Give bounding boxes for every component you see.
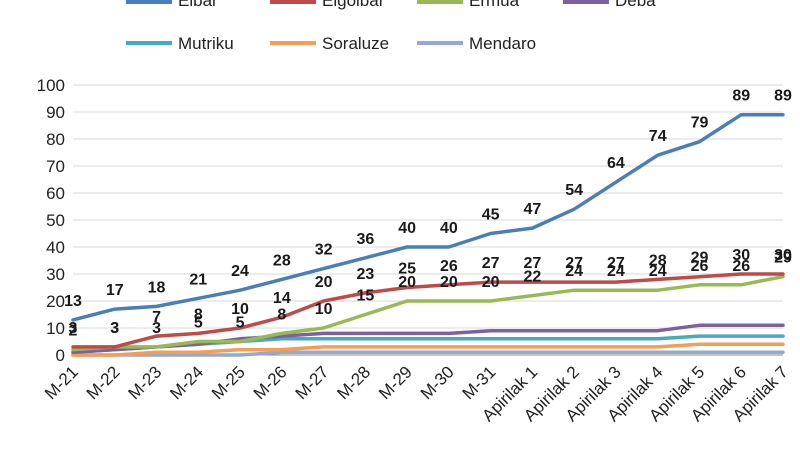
y-tick-label: 10 — [46, 319, 65, 338]
data-label: 20 — [398, 274, 416, 291]
data-label: 20 — [315, 274, 333, 291]
x-tick-label: M-26 — [250, 362, 291, 403]
data-label: 3 — [110, 320, 119, 337]
y-tick-label: 100 — [37, 76, 65, 95]
y-tick-label: 50 — [46, 211, 65, 230]
data-label: 89 — [732, 88, 750, 105]
x-tick-label: M-27 — [292, 362, 333, 403]
data-label: 10 — [231, 301, 249, 318]
y-tick-label: 70 — [46, 157, 65, 176]
y-tick-label: 0 — [56, 346, 65, 365]
data-label: 3 — [69, 320, 78, 337]
data-label: 3 — [110, 320, 119, 337]
y-tick-label: 60 — [46, 184, 65, 203]
data-label: 22 — [524, 269, 542, 286]
data-label: 5 — [194, 315, 203, 332]
legend-label: Mendaro — [469, 34, 536, 53]
series-line-ermua — [71, 274, 785, 352]
data-label: 32 — [315, 242, 333, 259]
x-tick-label: M-28 — [333, 362, 374, 403]
data-label: 47 — [524, 201, 542, 218]
data-label: 40 — [398, 220, 416, 237]
y-tick-label: 20 — [46, 292, 65, 311]
data-label: 26 — [691, 258, 709, 275]
x-tick-label: M-30 — [417, 362, 458, 403]
y-tick-label: 40 — [46, 238, 65, 257]
data-label: 27 — [607, 255, 625, 272]
data-label: 5 — [236, 315, 245, 332]
data-label: 20 — [482, 274, 500, 291]
series-line-soraluze — [71, 342, 785, 357]
x-tick-label: M-24 — [166, 362, 207, 403]
y-tick-label: 80 — [46, 130, 65, 149]
legend-label: Eibar — [178, 0, 218, 10]
data-label: 25 — [398, 261, 416, 278]
data-label: 24 — [565, 263, 583, 280]
data-label: 26 — [732, 258, 750, 275]
data-label: 14 — [273, 290, 291, 307]
data-label: 30 — [732, 247, 750, 264]
series-line-eibar — [71, 112, 785, 322]
x-tick-label: M-22 — [83, 362, 124, 403]
data-label: 18 — [148, 279, 166, 296]
data-label: 13 — [64, 293, 82, 310]
data-label: 89 — [774, 88, 792, 105]
x-tick-label: M-21 — [41, 362, 82, 403]
data-label: 29 — [774, 250, 792, 267]
data-label: 24 — [231, 263, 249, 280]
data-label: 20 — [440, 274, 458, 291]
x-tick-label: M-25 — [208, 362, 249, 403]
data-label: 24 — [607, 263, 625, 280]
data-label: 8 — [277, 306, 286, 323]
legend-label: Deba — [615, 0, 656, 10]
data-label: 27 — [524, 255, 542, 272]
data-label: 45 — [482, 207, 500, 224]
data-label: 3 — [152, 320, 161, 337]
data-label: 10 — [315, 301, 333, 318]
data-label: 79 — [691, 115, 709, 132]
data-label: 24 — [649, 263, 667, 280]
data-label: 2 — [69, 323, 78, 340]
data-label: 28 — [649, 252, 667, 269]
data-label: 54 — [565, 182, 583, 199]
x-tick-label: M-29 — [375, 362, 416, 403]
y-tick-label: 30 — [46, 265, 65, 284]
data-label: 15 — [356, 288, 374, 305]
data-label: 8 — [194, 306, 203, 323]
data-label: 36 — [356, 231, 374, 248]
data-label: 29 — [691, 250, 709, 267]
data-label: 64 — [607, 155, 625, 172]
data-label: 21 — [189, 271, 207, 288]
data-label: 40 — [440, 220, 458, 237]
data-label: 17 — [106, 282, 124, 299]
data-label: 27 — [565, 255, 583, 272]
data-label: 28 — [273, 252, 291, 269]
legend-label: Ermua — [469, 0, 520, 10]
series-line-deba — [71, 323, 785, 355]
data-label: 23 — [356, 266, 374, 283]
series-line-elgoibar — [71, 272, 785, 349]
data-label: 74 — [649, 128, 667, 145]
y-tick-label: 90 — [46, 103, 65, 122]
legend-label: Elgoibar — [322, 0, 385, 10]
data-label: 30 — [774, 247, 792, 264]
x-tick-label: M-23 — [125, 362, 166, 403]
legend-label: Soraluze — [322, 34, 389, 53]
data-label: 7 — [152, 309, 161, 326]
data-label: 26 — [440, 258, 458, 275]
series-line-mendaro — [71, 350, 785, 357]
legend-label: Mutriku — [178, 34, 234, 53]
data-label: 27 — [482, 255, 500, 272]
